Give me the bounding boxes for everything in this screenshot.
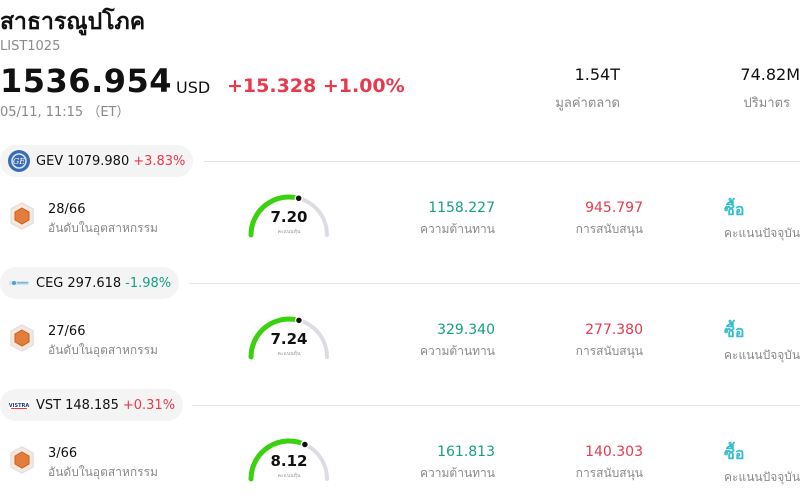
gauge-fill bbox=[248, 316, 302, 360]
score-gauge bbox=[245, 435, 333, 483]
stock-pill-ceg[interactable]: CEG 297.618 -1.98% bbox=[0, 267, 180, 299]
gauge-marker bbox=[294, 316, 304, 325]
row-divider bbox=[204, 161, 800, 162]
rank-badge-icon bbox=[8, 445, 36, 475]
stock-price: 1079.980 bbox=[67, 153, 130, 169]
support-value: 277.380 bbox=[585, 322, 643, 338]
stock-price: 297.618 bbox=[67, 275, 122, 291]
resistance-value: 1158.227 bbox=[428, 200, 495, 216]
ge-logo-icon: GE bbox=[8, 150, 30, 172]
volume-label: ปริมาตร bbox=[743, 96, 790, 111]
index-price: 1536.954 bbox=[0, 62, 173, 100]
currency-label: USD bbox=[176, 78, 211, 97]
stock-ticker: VST bbox=[36, 397, 62, 413]
timestamp: 05/11, 11:15 （ET） bbox=[0, 105, 130, 120]
gauge-fill bbox=[248, 438, 308, 482]
rating-buy-link[interactable]: ซื้อ bbox=[724, 444, 745, 463]
stock-row-header[interactable]: CEG 297.618 -1.98% bbox=[0, 267, 180, 299]
rank-badge-icon bbox=[8, 201, 36, 231]
vistra-logo-icon: VISTRA bbox=[8, 394, 30, 416]
constellation-logo-icon bbox=[8, 272, 30, 294]
support-value: 945.797 bbox=[585, 200, 643, 216]
rating-buy-link[interactable]: ซื้อ bbox=[724, 322, 745, 341]
gauge-fill bbox=[248, 194, 302, 238]
resistance-value: 329.340 bbox=[437, 322, 495, 338]
industry-rank: 3/66 bbox=[48, 446, 78, 461]
stock-score-label: คะแนนหุ้น bbox=[277, 351, 301, 357]
rating-buy-link[interactable]: ซื้อ bbox=[724, 200, 745, 219]
resistance-value: 161.813 bbox=[437, 444, 495, 460]
svg-text:GE: GE bbox=[13, 157, 25, 166]
industry-rank-label: อันดับในอุตสาหกรรม bbox=[48, 343, 158, 357]
rating-label: คะแนนปัจจุบัน bbox=[724, 470, 800, 484]
stock-row-header[interactable]: VISTRA VST 148.185 +0.31% bbox=[0, 389, 184, 421]
gauge-marker bbox=[300, 440, 310, 449]
rating-label: คะแนนปัจจุบัน bbox=[724, 348, 800, 362]
stock-ticker: GEV bbox=[36, 153, 64, 169]
support-value: 140.303 bbox=[585, 444, 643, 460]
volume-value: 74.82M bbox=[740, 65, 800, 84]
stock-change: +0.31% bbox=[122, 397, 176, 413]
stock-pill-vst[interactable]: VISTRA VST 148.185 +0.31% bbox=[0, 389, 184, 421]
support-label: การสนับสนุน bbox=[575, 222, 643, 236]
score-gauge bbox=[245, 313, 333, 361]
industry-rank-label: อันดับในอุตสาหกรรม bbox=[48, 221, 158, 235]
resistance-label: ความต้านทาน bbox=[420, 222, 495, 236]
row-divider bbox=[189, 283, 800, 284]
stock-row-header[interactable]: GE GEV 1079.980 +3.83% bbox=[0, 145, 194, 177]
stock-score: 7.24 bbox=[270, 330, 308, 348]
stock-score: 8.12 bbox=[270, 452, 308, 470]
stock-ticker: CEG bbox=[36, 275, 64, 291]
score-gauge bbox=[245, 191, 333, 239]
market-cap-value: 1.54T bbox=[574, 65, 620, 84]
stock-score-label: คะแนนหุ้น bbox=[277, 473, 301, 479]
rank-badge-icon bbox=[8, 323, 36, 353]
support-label: การสนับสนุน bbox=[575, 466, 643, 480]
resistance-label: ความต้านทาน bbox=[420, 344, 495, 358]
stock-pill-gev[interactable]: GE GEV 1079.980 +3.83% bbox=[0, 145, 194, 177]
stock-score-label: คะแนนหุ้น bbox=[277, 229, 301, 235]
svg-text:VISTRA: VISTRA bbox=[9, 403, 30, 409]
gauge-marker bbox=[294, 194, 303, 203]
stock-change: -1.98% bbox=[125, 275, 172, 291]
industry-rank: 28/66 bbox=[48, 202, 86, 217]
market-cap-label: มูลค่าตลาด bbox=[555, 96, 620, 111]
stock-score: 7.20 bbox=[270, 208, 308, 226]
row-divider bbox=[192, 405, 800, 406]
resistance-label: ความต้านทาน bbox=[420, 466, 495, 480]
index-change: +15.328 +1.00% bbox=[227, 75, 405, 97]
support-label: การสนับสนุน bbox=[575, 344, 643, 358]
index-code: LIST1025 bbox=[0, 39, 61, 54]
rating-label: คะแนนปัจจุบัน bbox=[724, 226, 800, 240]
industry-rank-label: อันดับในอุตสาหกรรม bbox=[48, 465, 158, 479]
page-title: สาธารณูปโภค bbox=[0, 9, 146, 35]
stock-change: +3.83% bbox=[133, 153, 186, 169]
stock-price: 148.185 bbox=[65, 397, 119, 413]
industry-rank: 27/66 bbox=[48, 324, 86, 339]
